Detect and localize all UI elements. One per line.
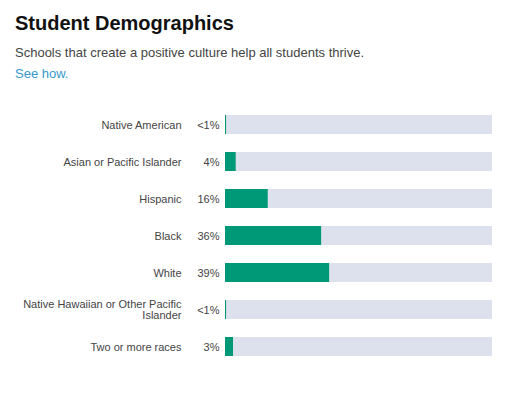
html-text:Schools that create a positive: Schools that create a positive culture h… bbox=[15, 45, 364, 60]
svg-text:36%: 36% bbox=[197, 230, 219, 242]
svg-text:Asian or Pacific Islander: Asian or Pacific Islander bbox=[64, 156, 182, 168]
svg-text:16%: 16% bbox=[197, 193, 219, 205]
svg-text:Native Hawaiian or Other Pacif: Native Hawaiian or Other PacificIslander bbox=[23, 298, 182, 321]
svg-text:Native American: Native American bbox=[101, 119, 181, 131]
svg-text:<1%: <1% bbox=[197, 119, 220, 131]
svg-text:Black: Black bbox=[155, 230, 182, 242]
svg-text:<1%: <1% bbox=[197, 304, 220, 316]
svg-text:Hispanic: Hispanic bbox=[139, 193, 182, 205]
svg-text:4%: 4% bbox=[204, 156, 220, 168]
svg-text:39%: 39% bbox=[197, 267, 219, 279]
svg-text:Two or more races: Two or more races bbox=[90, 341, 182, 353]
html-text:See how.: See how. bbox=[15, 66, 69, 81]
svg-text:White: White bbox=[153, 267, 181, 279]
svg-text:3%: 3% bbox=[204, 341, 220, 353]
html-text:Student Demographics: Student Demographics bbox=[15, 12, 234, 34]
